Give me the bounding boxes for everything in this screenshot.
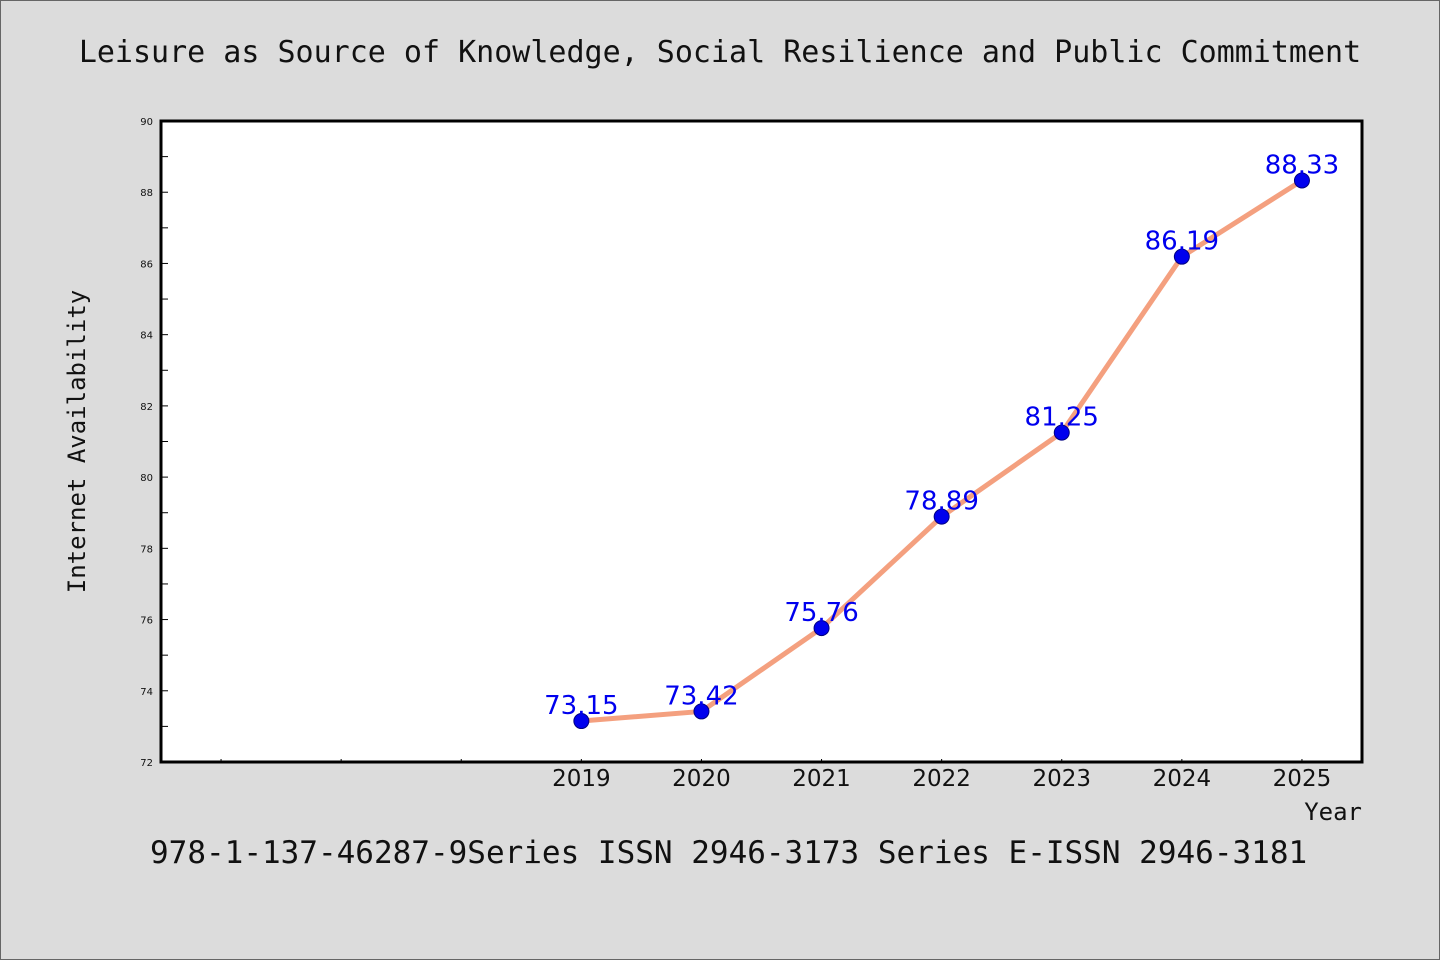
x-tick-label: 2022 (912, 766, 971, 792)
y-tick-label: 86 (140, 259, 153, 270)
x-axis: 2019 2020 2021 2022 2023 2024 2025 (220, 759, 1332, 792)
y-tick-label: 74 (140, 687, 153, 698)
y-tick-label: 72 (140, 758, 153, 769)
y-axis: 72 74 76 78 80 82 84 86 88 90 (140, 117, 168, 769)
x-tick-label: 2025 (1273, 766, 1332, 792)
x-tick-label: 2023 (1032, 766, 1091, 792)
chart-title: Leisure as Source of Knowledge, Social R… (78, 35, 1362, 70)
isbn-issn-caption: 978-1-137-46287-9Series ISSN 2946-3173 S… (150, 835, 1308, 871)
y-tick-label: 84 (140, 331, 153, 342)
data-point-marker (693, 703, 710, 720)
data-label: 81.25 (1025, 403, 1099, 433)
data-label: 88.33 (1265, 150, 1339, 180)
data-point-marker (933, 508, 950, 525)
x-tick-label: 2024 (1153, 766, 1212, 792)
data-label: 86.19 (1145, 227, 1219, 257)
x-tick-label: 2019 (552, 766, 611, 792)
plot-area (159, 119, 1364, 764)
data-label: 75.76 (784, 598, 858, 628)
data-label: 73.42 (664, 681, 738, 711)
data-label: 78.89 (904, 487, 978, 517)
y-tick-label: 82 (140, 402, 153, 413)
x-axis-label: Year (1304, 798, 1362, 826)
data-label: 73.15 (544, 691, 618, 721)
y-tick-label: 88 (140, 188, 153, 199)
data-point-marker (1173, 248, 1190, 265)
series-layer: 73.15 73.42 75.76 78.89 81.25 86.19 88.33 (544, 150, 1339, 730)
y-tick-label: 78 (140, 544, 153, 555)
x-tick-label: 2021 (792, 766, 851, 792)
y-tick-label: 80 (140, 473, 153, 484)
data-point-marker (1053, 424, 1070, 441)
y-axis-label: Internet Availability (63, 290, 91, 593)
y-tick-label: 76 (140, 616, 153, 627)
data-point-marker (573, 713, 590, 730)
data-point-marker (1293, 172, 1310, 189)
x-tick-label: 2020 (672, 766, 731, 792)
y-tick-label: 90 (140, 117, 153, 128)
data-point-marker (813, 620, 830, 637)
